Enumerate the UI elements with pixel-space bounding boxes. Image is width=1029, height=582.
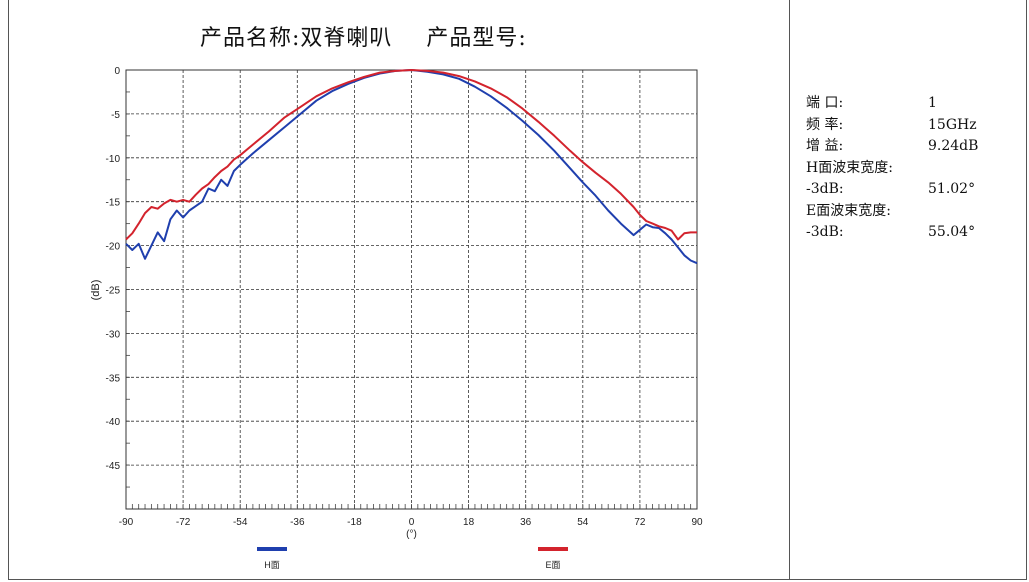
h-3db-row: -3dB: 51.02°	[806, 179, 1016, 201]
e-3db-label: -3dB:	[806, 224, 844, 240]
y-tick-label: -35	[106, 373, 121, 384]
y-axis-label: (dB)	[90, 280, 102, 301]
x-tick-label: -36	[290, 517, 305, 528]
h-3db-label: -3dB:	[806, 181, 844, 197]
y-tick-label: -30	[106, 329, 121, 340]
h-beamwidth-label: H面波束宽度:	[806, 159, 893, 176]
e-beamwidth-label: E面波束宽度:	[806, 202, 891, 219]
y-tick-label: -45	[106, 461, 121, 472]
x-tick-label: 90	[691, 517, 703, 528]
x-tick-label: 72	[634, 517, 646, 528]
e-3db-row: -3dB: 55.04°	[806, 222, 1016, 244]
e-beamwidth-heading: E面波束宽度:	[806, 201, 1016, 223]
port-value: 1	[928, 95, 937, 111]
y-tick-label: -15	[106, 198, 121, 209]
frequency-row: 频 率: 15GHz	[806, 115, 1016, 137]
x-axis-label: (°)	[406, 529, 417, 540]
panel-divider	[789, 0, 790, 580]
chart-title: 产品名称:双脊喇叭 产品型号:	[200, 20, 620, 52]
port-row: 端 口: 1	[806, 93, 1016, 115]
x-tick-label: 36	[520, 517, 532, 528]
y-tick-label: -40	[106, 417, 121, 428]
legend-e-plane-label: E面	[545, 560, 560, 570]
x-tick-label: 18	[463, 517, 475, 528]
product-model-label: 产品型号:	[426, 26, 527, 51]
radiation-pattern-chart: -90 -72 -54 -36 -18 0 18 36 54 72 90 0 -5 -10 -15 -20 -2…	[90, 66, 703, 570]
frequency-label: 频 率:	[806, 116, 844, 133]
legend-e-plane-swatch	[538, 547, 568, 551]
y-tick-label: -25	[106, 286, 121, 297]
x-tick-label: -18	[347, 517, 362, 528]
h-3db-value: 51.02°	[928, 181, 976, 197]
legend-h-plane-label: H面	[264, 560, 280, 570]
e-3db-value: 55.04°	[928, 224, 976, 240]
port-label: 端 口:	[806, 95, 844, 111]
x-tick-label: 0	[409, 517, 415, 528]
info-panel: 端 口: 1 频 率: 15GHz 增 益: 9.24dB H面波束宽度: -3…	[806, 93, 1016, 244]
x-tick-label: 54	[577, 517, 589, 528]
y-tick-label: 0	[114, 66, 120, 77]
gain-row: 增 益: 9.24dB	[806, 136, 1016, 158]
e-plane-series-line	[125, 69, 697, 241]
x-tick-label: -72	[176, 517, 191, 528]
gain-label: 增 益:	[806, 138, 844, 154]
product-name-label: 产品名称:双脊喇叭	[200, 26, 393, 51]
y-tick-label: -10	[106, 154, 121, 165]
y-tick-label: -5	[111, 110, 120, 121]
report-frame	[8, 0, 1027, 580]
x-tick-label: -54	[233, 517, 248, 528]
gain-value: 9.24dB	[928, 138, 979, 154]
frequency-value: 15GHz	[928, 116, 977, 133]
x-tick-label: -90	[119, 517, 134, 528]
h-beamwidth-heading: H面波束宽度:	[806, 158, 1016, 180]
y-tick-label: -20	[106, 242, 121, 253]
legend-h-plane-swatch	[257, 547, 287, 551]
